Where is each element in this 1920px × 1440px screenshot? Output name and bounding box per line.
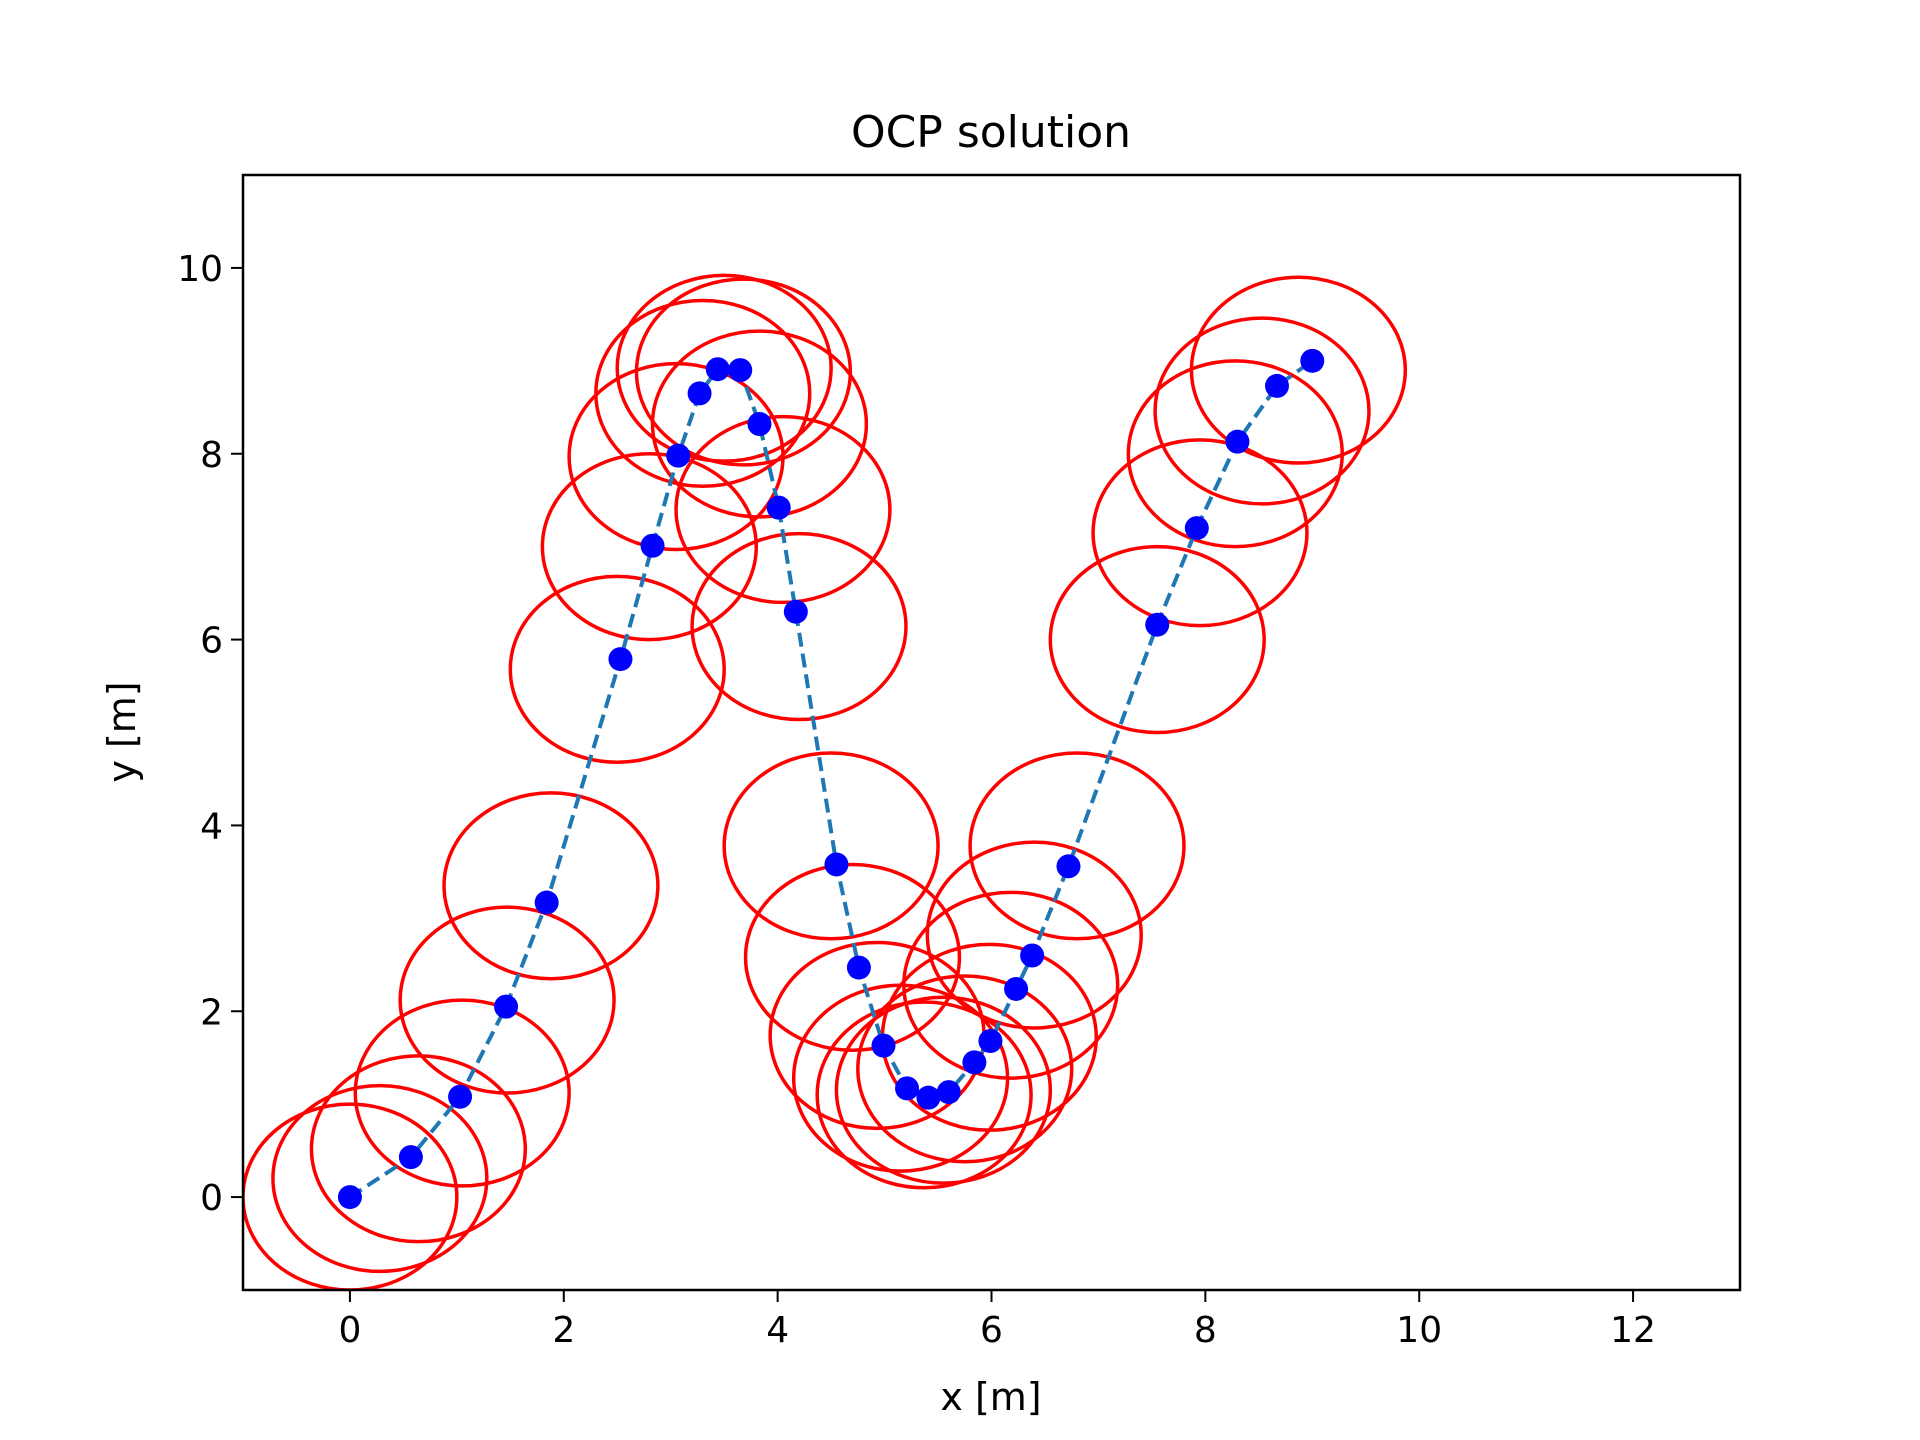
trajectory-point-14 bbox=[824, 852, 849, 877]
obstacle-circle-30 bbox=[1189, 275, 1408, 465]
x-axis-ticks: 0 2 4 6 8 10 12 bbox=[338, 1290, 1656, 1351]
x-tick-label-12: 12 bbox=[1610, 1310, 1656, 1351]
obstacle-circle-6 bbox=[508, 574, 726, 764]
trajectory-point-29 bbox=[1300, 348, 1325, 373]
obstacle-circle-2 bbox=[309, 1054, 528, 1244]
obstacle-circle-0 bbox=[243, 1102, 459, 1290]
trajectory-point-21 bbox=[978, 1028, 1003, 1053]
trajectory-point-13 bbox=[783, 599, 808, 624]
trajectory-point-12 bbox=[766, 495, 791, 520]
obstacle-circle-1 bbox=[271, 1083, 489, 1274]
obstacle-circle-12 bbox=[650, 329, 869, 519]
trajectory-point-22 bbox=[1004, 976, 1029, 1001]
obstacle-circle-15 bbox=[722, 751, 940, 941]
trajectory-point-9 bbox=[705, 357, 730, 382]
trajectory-point-5 bbox=[608, 647, 633, 672]
x-axis-label: x [m] bbox=[940, 1375, 1041, 1419]
trajectory-point-28 bbox=[1264, 373, 1289, 398]
trajectory-point-7 bbox=[666, 443, 691, 468]
obstacle-circle-14 bbox=[690, 531, 908, 722]
y-tick-label-4: 4 bbox=[200, 806, 223, 847]
x-tick-label-6: 6 bbox=[980, 1310, 1003, 1351]
y-tick-label-8: 8 bbox=[200, 435, 223, 476]
x-tick-label-10: 10 bbox=[1396, 1310, 1442, 1351]
obstacle-circle-20 bbox=[834, 995, 1053, 1185]
obstacle-circle-21 bbox=[856, 974, 1074, 1164]
plot-area bbox=[243, 273, 1408, 1290]
trajectory-point-16 bbox=[871, 1033, 896, 1058]
obstacle-circle-24 bbox=[925, 840, 1143, 1030]
obstacle-circle-10 bbox=[615, 273, 833, 463]
trajectory-point-23 bbox=[1020, 943, 1045, 968]
obstacle-circle-25 bbox=[968, 751, 1186, 941]
obstacle-circle-13 bbox=[674, 414, 892, 605]
trajectory-point-6 bbox=[640, 533, 665, 558]
obstacle-circle-27 bbox=[1091, 438, 1309, 628]
trajectory-point-15 bbox=[846, 955, 871, 980]
obstacle-circle-19 bbox=[815, 1000, 1033, 1190]
trajectory-point-8 bbox=[687, 381, 712, 406]
trajectory-point-0 bbox=[337, 1185, 362, 1210]
obstacle-circle-16 bbox=[743, 862, 962, 1053]
chart-title: OCP solution bbox=[851, 107, 1131, 158]
obstacle-circle-11 bbox=[634, 277, 853, 467]
x-tick-label-8: 8 bbox=[1194, 1310, 1217, 1351]
trajectory-line bbox=[348, 359, 1314, 1199]
trajectory-point-11 bbox=[747, 412, 772, 437]
y-tick-label-10: 10 bbox=[177, 249, 223, 290]
trajectory-point-18 bbox=[916, 1085, 941, 1110]
trajectory-line-layer bbox=[348, 359, 1314, 1199]
trajectory-point-19 bbox=[936, 1080, 961, 1105]
trajectory-points bbox=[337, 348, 1325, 1210]
y-tick-label-2: 2 bbox=[200, 992, 223, 1033]
y-axis-label: y [m] bbox=[100, 681, 144, 782]
obstacle-circle-4 bbox=[398, 905, 616, 1095]
obstacle-circle-5 bbox=[442, 791, 660, 981]
trajectory-point-17 bbox=[895, 1076, 920, 1101]
obstacle-circle-23 bbox=[902, 890, 1120, 1080]
trajectory-point-20 bbox=[962, 1050, 987, 1075]
obstacle-circle-26 bbox=[1048, 544, 1266, 735]
trajectory-point-1 bbox=[398, 1145, 423, 1170]
y-axis-ticks: 0 2 4 6 8 10 bbox=[177, 249, 243, 1219]
x-tick-label-0: 0 bbox=[338, 1310, 361, 1351]
y-tick-label-6: 6 bbox=[200, 621, 223, 662]
obstacle-circle-7 bbox=[540, 452, 759, 642]
trajectory-point-4 bbox=[534, 890, 559, 915]
trajectory-point-3 bbox=[494, 994, 519, 1019]
obstacle-circles bbox=[243, 273, 1408, 1290]
trajectory-point-10 bbox=[728, 358, 753, 383]
trajectory-point-25 bbox=[1145, 612, 1170, 637]
obstacle-circle-3 bbox=[353, 998, 571, 1188]
obstacle-circle-29 bbox=[1153, 316, 1371, 506]
obstacle-circle-9 bbox=[594, 298, 812, 489]
x-tick-label-2: 2 bbox=[552, 1310, 575, 1351]
x-tick-label-4: 4 bbox=[766, 1310, 789, 1351]
trajectory-point-2 bbox=[448, 1084, 473, 1109]
trajectory-point-26 bbox=[1184, 516, 1209, 541]
trajectory-point-27 bbox=[1225, 429, 1250, 454]
y-tick-label-0: 0 bbox=[200, 1178, 223, 1219]
trajectory-point-24 bbox=[1056, 854, 1081, 879]
